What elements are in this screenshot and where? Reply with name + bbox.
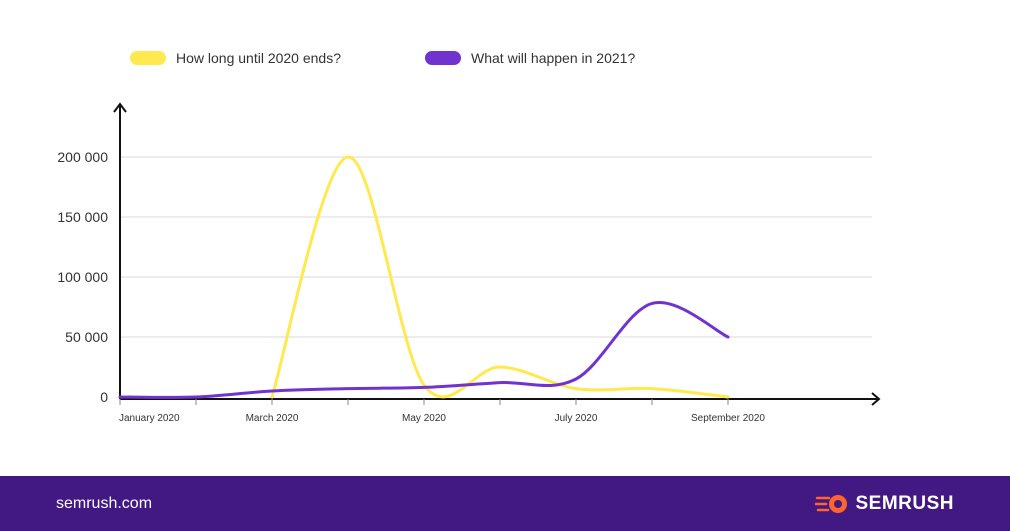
y-axis-arrow [113,102,127,113]
y-tick-label: 150 000 [57,209,108,225]
brand-name: SEMRUSH [855,492,954,514]
series-line-1 [270,155,730,399]
legend-label-series-1: How long until 2020 ends? [176,50,342,66]
x-tick-label: January 2020 [119,413,180,424]
x-tick-label: May 2020 [402,413,446,424]
y-tick-label: 0 [100,389,108,405]
x-tick-label: July 2020 [555,413,598,424]
footer-site-text: semrush.com [56,494,153,512]
semrush-fire-icon [815,494,848,513]
chart-legend: How long until 2020 ends? What will happ… [130,50,719,66]
legend-swatch-series-2 [425,51,462,65]
y-tick-label: 200 000 [57,149,108,165]
legend-item-series-1: How long until 2020 ends? [130,50,341,66]
legend-label-series-2: What will happen in 2021? [471,50,636,66]
x-axis-arrow [871,392,881,406]
brand: SEMRUSH [815,493,954,515]
footer-bar: semrush.com SEMRUSH [0,476,1010,531]
series-line-2 [118,300,730,399]
y-tick-label: 100 000 [57,269,108,285]
legend-swatch-series-1 [130,51,166,65]
x-tick-label: September 2020 [691,413,765,424]
legend-item-series-2: What will happen in 2021? [425,50,635,66]
x-tick-label: March 2020 [246,413,299,424]
y-tick-label: 50 000 [65,329,108,345]
line-chart: 0 50 000 100 000 150 000 200 000 January 2020… [57,102,881,424]
